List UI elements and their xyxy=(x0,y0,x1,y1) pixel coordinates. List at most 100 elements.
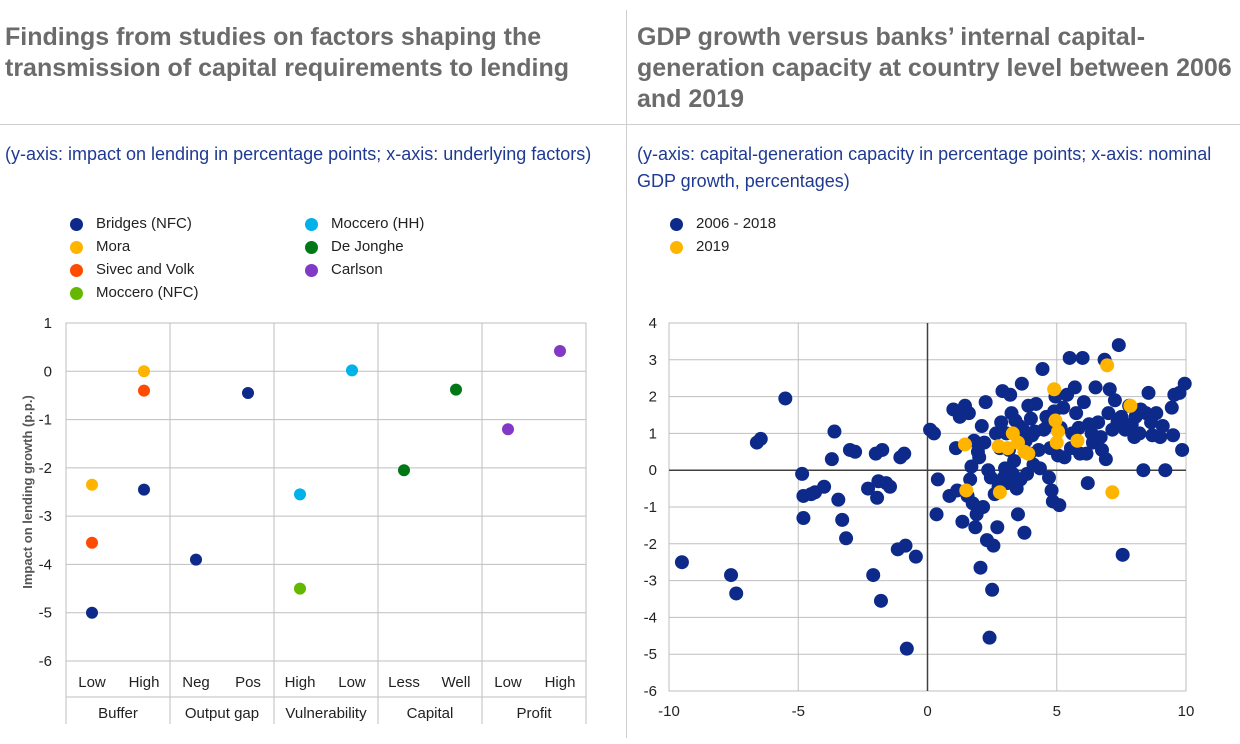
data-point-moccero-hh xyxy=(294,488,306,501)
legend-label: Moccero (NFC) xyxy=(96,284,199,301)
data-point-2006-2018 xyxy=(1076,395,1091,410)
data-point-2006-2018 xyxy=(1041,470,1056,485)
data-point-2006-2018 xyxy=(990,520,1005,535)
y-tick-label: -5 xyxy=(644,646,657,663)
data-point-2006-2018 xyxy=(1079,446,1094,461)
data-point-2006-2018 xyxy=(1101,406,1116,421)
data-point-2006-2018 xyxy=(839,531,854,546)
data-point-2006-2018 xyxy=(848,444,863,459)
x-tick-label: -5 xyxy=(792,703,805,720)
data-point-2006-2018 xyxy=(1088,380,1103,395)
data-point-2006-2018 xyxy=(1158,463,1173,478)
data-point-2006-2018 xyxy=(972,450,987,465)
data-point-2006-2018 xyxy=(1044,483,1059,498)
data-point-2006-2018 xyxy=(1166,428,1181,443)
data-point-2006-2018 xyxy=(968,520,983,535)
panel-divider xyxy=(626,10,627,738)
data-point-carlson xyxy=(554,345,566,358)
data-point-2006-2018 xyxy=(930,472,945,487)
left-title-rule xyxy=(0,124,626,125)
data-point-2019 xyxy=(1100,358,1115,373)
x-tick-label: Low xyxy=(494,674,522,691)
data-point-2019 xyxy=(1049,435,1064,450)
data-point-bridges-nfc xyxy=(190,553,202,566)
x-tick-label: High xyxy=(545,674,576,691)
data-point-2006-2018 xyxy=(985,582,1000,597)
legend-label: Bridges (NFC) xyxy=(96,215,192,232)
data-point-2006-2018 xyxy=(989,426,1004,441)
data-point-2006-2018 xyxy=(1115,547,1130,562)
data-point-2019 xyxy=(1051,424,1066,439)
data-point-2006-2018 xyxy=(873,593,888,608)
data-point-bridges-nfc xyxy=(242,387,254,400)
data-point-2006-2018 xyxy=(929,507,944,522)
data-point-2006-2018 xyxy=(1149,406,1164,421)
data-point-2006-2018 xyxy=(926,426,941,441)
data-point-2006-2018 xyxy=(897,446,912,461)
data-point-2006-2018 xyxy=(796,511,811,526)
data-point-2006-2018 xyxy=(1003,387,1018,402)
data-point-2006-2018 xyxy=(1007,454,1022,468)
data-point-2019 xyxy=(957,437,972,452)
group-label: Buffer xyxy=(98,705,138,722)
data-point-2019 xyxy=(1000,441,1015,456)
data-point-2006-2018 xyxy=(817,479,832,494)
y-tick-label: -2 xyxy=(39,460,52,477)
data-point-2006-2018 xyxy=(1014,376,1029,391)
data-point-2006-2018 xyxy=(827,424,842,439)
legend-label: Moccero (HH) xyxy=(331,215,425,232)
left-chart-panel: Findings from studies on factors shaping… xyxy=(0,23,626,724)
data-point-2006-2018 xyxy=(908,549,923,564)
data-point-2006-2018 xyxy=(964,459,979,474)
data-point-mora xyxy=(86,478,98,491)
data-point-2006-2018 xyxy=(824,452,839,467)
left-chart-plot: 1 0 -1 -2 -3 -4 -5 -6 Buffer Output gap Vulnerabil… xyxy=(20,315,587,724)
data-point-2006-2018 xyxy=(1177,376,1192,391)
y-tick-label: 1 xyxy=(649,425,657,442)
data-point-2006-2018 xyxy=(778,391,793,406)
data-point-2006-2018 xyxy=(994,415,1009,430)
data-point-2006-2018 xyxy=(1153,430,1168,445)
right-chart-title: GDP growth versus banks’ internal capita… xyxy=(637,23,1232,113)
data-point-2006-2018 xyxy=(866,568,881,583)
data-point-2006-2018 xyxy=(1075,350,1090,365)
data-point-2006-2018 xyxy=(1136,463,1151,478)
y-tick-label: 0 xyxy=(649,462,657,479)
group-label: Capital xyxy=(407,705,454,722)
data-point-2006-2018 xyxy=(977,435,992,450)
right-chart-panel: GDP growth versus banks’ internal capita… xyxy=(627,0,1240,744)
y-tick-label: -1 xyxy=(644,499,657,516)
data-point-2006-2018 xyxy=(1093,430,1108,445)
legend-label: Sivec and Volk xyxy=(96,261,195,278)
data-point-2006-2018 xyxy=(974,419,989,434)
data-point-2006-2018 xyxy=(1067,380,1082,395)
data-point-2006-2018 xyxy=(1029,396,1044,411)
legend-marker xyxy=(70,287,83,300)
x-tick-label: 5 xyxy=(1053,703,1061,720)
data-point-2006-2018 xyxy=(1056,400,1071,415)
data-point-2019 xyxy=(1123,398,1138,413)
data-point-2006-2018 xyxy=(875,442,890,457)
data-point-de-jonghe xyxy=(450,383,462,396)
x-tick-label: -10 xyxy=(658,703,680,720)
data-point-bridges-nfc xyxy=(138,483,150,496)
data-point-2006-2018 xyxy=(1091,415,1106,430)
legend-label: Carlson xyxy=(331,261,383,278)
data-point-2019 xyxy=(1047,382,1062,397)
left-chart-title: Findings from studies on factors shaping… xyxy=(5,23,569,82)
y-tick-label: 0 xyxy=(44,363,52,380)
data-point-2006-2018 xyxy=(883,479,898,494)
data-point-2006-2018 xyxy=(963,472,978,487)
right-chart-subtitle: (y-axis: capital-generation capacity in … xyxy=(637,144,1212,191)
data-point-2006-2018 xyxy=(982,630,997,645)
y-tick-label: -5 xyxy=(39,605,52,622)
x-tick-label: Pos xyxy=(235,674,261,691)
y-tick-label: 3 xyxy=(649,352,657,369)
legend-marker xyxy=(305,241,318,254)
x-tick-label: Low xyxy=(78,674,106,691)
data-point-carlson xyxy=(502,423,514,436)
data-point-2006-2018 xyxy=(955,514,970,529)
data-point-2019 xyxy=(1105,485,1120,500)
data-point-2006-2018 xyxy=(729,586,744,601)
